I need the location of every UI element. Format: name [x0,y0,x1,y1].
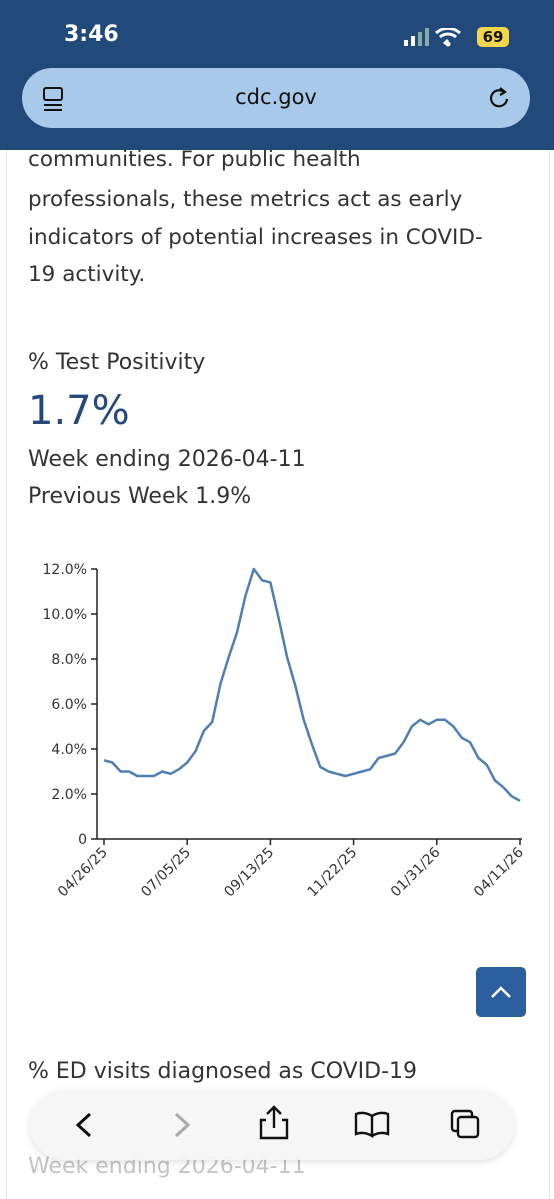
clock: 3:46 [64,22,119,47]
y-tick-label: 10.0% [43,607,87,623]
back-to-top[interactable] [476,967,526,1017]
chevron-up [491,986,511,998]
reader-icon[interactable] [42,86,66,112]
address-bar[interactable]: cdc.gov [22,68,530,128]
y-tick-label: 8.0% [51,652,87,668]
safari-toolbar [30,1090,514,1160]
y-tick-label: 12.0% [43,562,87,578]
y-tick-label: 2.0% [51,787,87,803]
next-metric-title: % ED visits diagnosed as COVID-19 [28,1059,418,1084]
x-tick-label: 04/11/26 [471,844,527,900]
x-tick-label: 04/26/25 [55,845,111,901]
metric-previous: Previous Week 1.9% [28,484,252,509]
url[interactable]: cdc.gov [235,85,317,109]
intro-line: 19 activity. [28,262,146,287]
content-card [6,150,550,1199]
battery: 69 [477,27,509,47]
metric-value: 1.7% [28,388,130,434]
toolbar-icons [75,1105,480,1140]
intro-line: indicators of potential increases in COV… [28,225,483,250]
y-tick-label: 4.0% [51,742,87,758]
forward[interactable] [174,1112,191,1138]
x-tick-label: 01/31/26 [388,844,444,900]
status-icons [404,28,461,47]
y-tick-label: 0 [78,832,87,848]
metric-title: % Test Positivity [28,350,206,375]
chart: 0 2.0% 4.0% 6.0% 8.0% 10.0% 12.0% 04/26/25 07/05… [43,562,527,901]
metric-week: Week ending 2026-04-11 [28,447,306,472]
reload-icon[interactable] [488,86,512,112]
intro-line: communities. For public health [28,147,361,172]
x-tick-label: 07/05/25 [138,845,194,901]
x-tick-label: 11/22/25 [305,845,361,901]
y-tick-label: 6.0% [51,697,87,713]
share[interactable] [259,1105,289,1140]
x-tick-label: 09/13/25 [221,845,277,901]
bookmarks[interactable] [354,1111,390,1139]
tabs[interactable] [450,1109,480,1139]
data-line [103,567,521,802]
browser-bar: 3:46 69 cdc.gov [0,0,554,150]
back[interactable] [75,1112,92,1138]
intro-line: professionals, these metrics act as earl… [28,187,463,212]
